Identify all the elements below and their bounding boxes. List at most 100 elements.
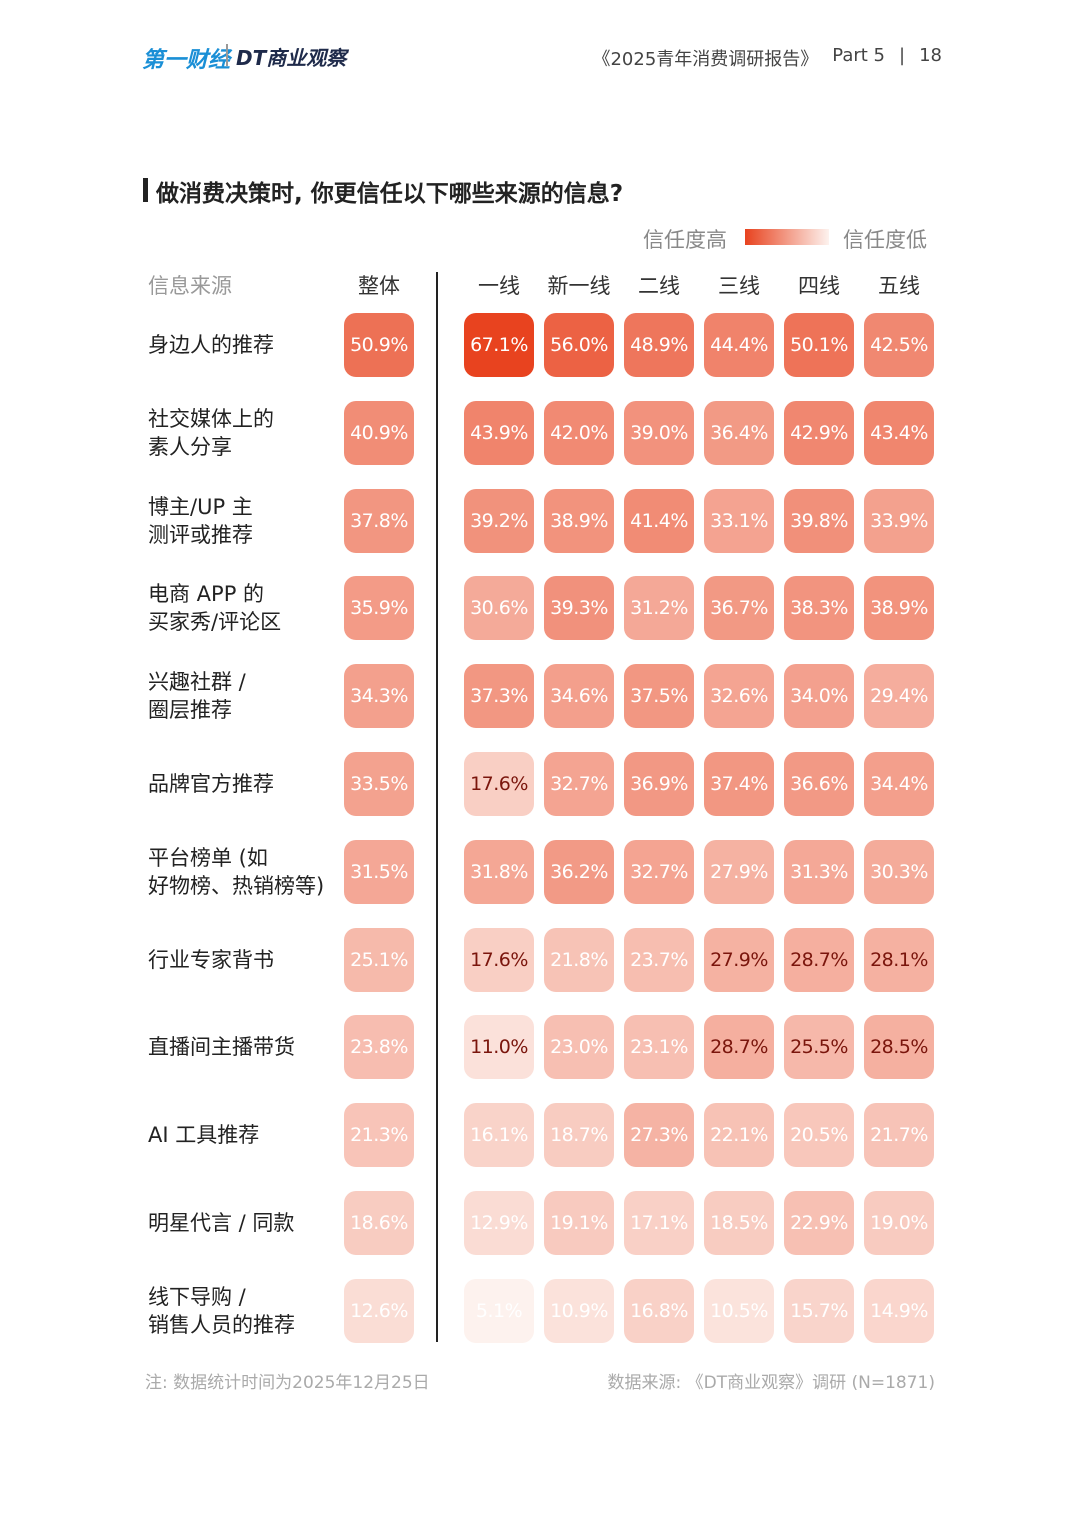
heat-cell: 27.9% <box>704 839 774 904</box>
value-label: 14.9% <box>870 1299 928 1322</box>
heat-cell: 30.3% <box>864 839 934 904</box>
value-label: 18.5% <box>710 1212 768 1234</box>
heat-cell: 21.7% <box>864 1103 934 1168</box>
heat-cell: 36.9% <box>624 752 694 816</box>
heat-cell: 30.6% <box>464 576 534 641</box>
separator: | <box>899 45 906 66</box>
heat-cell: 41.4% <box>624 488 694 553</box>
heat-cell: 23.7% <box>624 927 694 992</box>
row-label: 线下导购 / 销售人员的推荐 <box>148 1284 295 1337</box>
heat-cell: 28.1% <box>864 927 934 992</box>
value-label: 22.1% <box>710 1124 768 1147</box>
heat-cell: 33.5% <box>344 752 414 816</box>
value-label: 33.5% <box>350 773 408 795</box>
heat-cell: 39.8% <box>784 488 854 553</box>
value-label: 29.4% <box>870 685 928 708</box>
heat-cell: 25.5% <box>784 1015 854 1080</box>
heat-cell: 11.0% <box>464 1015 534 1080</box>
row-header: 信息来源 <box>148 274 232 298</box>
row-label: AI 工具推荐 <box>148 1123 260 1148</box>
heat-cell: 19.0% <box>864 1191 934 1255</box>
value-label: 33.1% <box>710 509 768 532</box>
heat-cell: 40.9% <box>344 400 414 465</box>
value-label: 28.7% <box>710 1036 768 1059</box>
value-label: 18.6% <box>350 1212 408 1234</box>
value-label: 50.1% <box>790 334 848 356</box>
column-header: 五线 <box>878 274 920 298</box>
heat-cell: 23.1% <box>624 1015 694 1080</box>
heat-cell: 22.1% <box>704 1103 774 1168</box>
value-label: 42.0% <box>550 421 608 444</box>
column-header: 整体 <box>358 274 400 298</box>
row-label: 直播间主播带货 <box>148 1035 295 1060</box>
heat-cell: 27.3% <box>624 1103 694 1168</box>
value-label: 23.1% <box>630 1036 688 1059</box>
value-label: 20.5% <box>790 1124 848 1147</box>
source: 数据来源: 《DT商业观察》调研 (N=1871) <box>607 1373 936 1393</box>
value-label: 43.4% <box>870 421 928 444</box>
heat-cell: 34.0% <box>784 664 854 729</box>
value-label: 36.2% <box>550 860 608 883</box>
value-label: 34.4% <box>870 773 928 795</box>
value-label: 21.3% <box>350 1124 408 1147</box>
heat-cell: 15.7% <box>784 1278 854 1343</box>
value-label: 18.7% <box>550 1124 608 1147</box>
heat-cell: 37.8% <box>344 488 414 553</box>
value-label: 28.1% <box>870 948 928 971</box>
heat-cell: 42.9% <box>784 400 854 465</box>
heat-cell: 32.6% <box>704 664 774 729</box>
heat-cell: 31.8% <box>464 839 534 904</box>
value-label: 35.9% <box>350 597 408 620</box>
value-label: 31.5% <box>350 860 408 883</box>
heat-cell: 34.6% <box>544 664 614 729</box>
heat-cell: 32.7% <box>544 752 614 816</box>
heat-cell: 36.7% <box>704 576 774 641</box>
value-label: 25.1% <box>350 948 408 971</box>
value-label: 15.7% <box>790 1299 848 1322</box>
value-label: 17.6% <box>470 948 528 971</box>
heat-cell: 33.1% <box>704 488 774 553</box>
value-label: 23.0% <box>550 1036 608 1059</box>
header-info: 《2025青年消费调研报告》 Part 5 | 18 <box>592 45 942 71</box>
heat-cell: 10.9% <box>544 1278 614 1343</box>
value-label: 23.7% <box>630 948 688 971</box>
value-label: 37.5% <box>630 685 688 708</box>
value-label: 32.7% <box>630 860 688 883</box>
value-label: 31.2% <box>630 597 688 620</box>
value-label: 21.8% <box>550 948 608 971</box>
heat-cell: 29.4% <box>864 664 934 729</box>
heat-cell: 56.0% <box>544 313 614 377</box>
value-label: 42.5% <box>870 334 928 356</box>
heat-cell: 10.5% <box>704 1278 774 1343</box>
value-label: 27.3% <box>630 1124 688 1147</box>
page-number: 18 <box>919 45 942 66</box>
heat-cell: 21.8% <box>544 927 614 992</box>
heat-cell: 38.9% <box>544 488 614 553</box>
heat-cell: 12.9% <box>464 1191 534 1255</box>
heat-cell: 16.1% <box>464 1103 534 1168</box>
value-label: 36.9% <box>630 773 688 795</box>
value-label: 30.6% <box>470 597 528 620</box>
heat-cell: 27.9% <box>704 927 774 992</box>
heat-cell: 33.9% <box>864 488 934 553</box>
heat-cell: 36.6% <box>784 752 854 816</box>
heat-cell: 44.4% <box>704 313 774 377</box>
value-label: 36.7% <box>710 597 768 620</box>
value-label: 27.9% <box>710 948 768 971</box>
heat-cell: 34.3% <box>344 664 414 729</box>
heat-cell: 31.3% <box>784 839 854 904</box>
heat-cell: 67.1% <box>464 313 534 377</box>
value-label: 37.4% <box>710 773 768 795</box>
value-label: 28.5% <box>870 1036 928 1059</box>
column-header: 一线 <box>478 274 520 298</box>
value-label: 28.7% <box>790 948 848 971</box>
part: Part 5 <box>832 45 886 66</box>
heat-cell: 37.4% <box>704 752 774 816</box>
value-label: 36.6% <box>790 773 848 795</box>
value-label: 34.6% <box>550 685 608 708</box>
logo-right: DT商业观察 <box>236 46 347 70</box>
heat-cell: 37.5% <box>624 664 694 729</box>
value-label: 39.3% <box>550 597 608 620</box>
value-label: 48.9% <box>630 334 688 356</box>
row-label: 明星代言 / 同款 <box>148 1211 295 1235</box>
